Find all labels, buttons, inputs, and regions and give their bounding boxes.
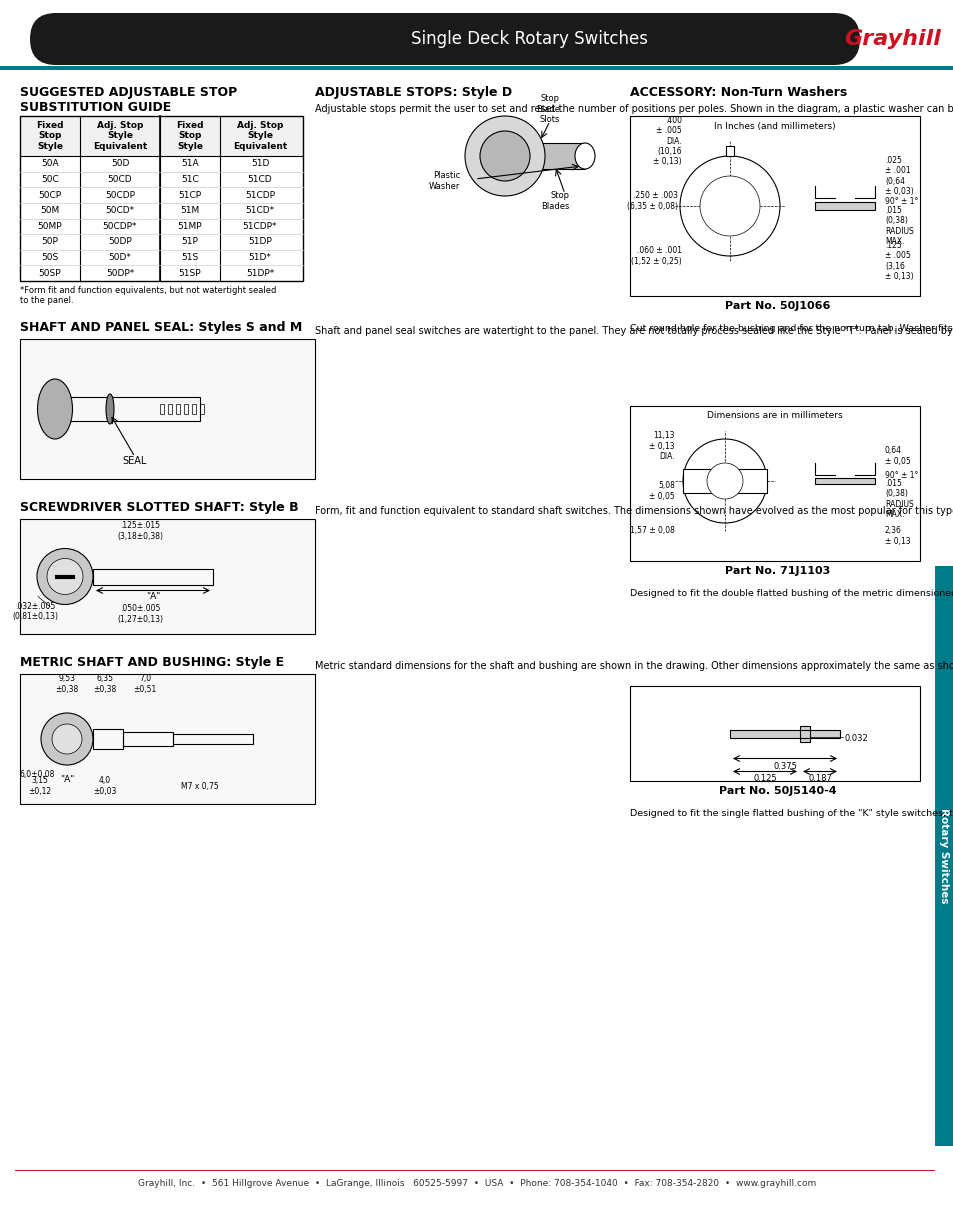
- Bar: [934, 567, 953, 1147]
- Text: METRIC SHAFT AND BUSHING: Style E: METRIC SHAFT AND BUSHING: Style E: [20, 656, 284, 669]
- Text: 51DP: 51DP: [248, 237, 272, 247]
- Bar: [814, 201, 874, 210]
- Bar: [184, 404, 188, 414]
- Bar: [20, 339, 314, 479]
- Text: Adjustable stops permit the user to set and reset the number of positions per po: Adjustable stops permit the user to set …: [314, 104, 953, 114]
- Text: 50M: 50M: [40, 206, 59, 215]
- Text: Fixed
Stop
Style: Fixed Stop Style: [176, 121, 204, 151]
- Text: 7,0
±0,51: 7,0 ±0,51: [133, 674, 156, 694]
- Bar: [192, 404, 195, 414]
- Text: 50D: 50D: [111, 159, 129, 168]
- Bar: [168, 404, 172, 414]
- Bar: [20, 519, 314, 634]
- Bar: [92, 569, 213, 585]
- Text: Designed to fit the double flatted bushing of the metric dimensioned bushing, th: Designed to fit the double flatted bushi…: [629, 589, 953, 598]
- FancyBboxPatch shape: [30, 13, 859, 65]
- Text: .060 ± .001
(1,52 ± 0,25): .060 ± .001 (1,52 ± 0,25): [631, 247, 681, 266]
- Text: Part No. 50J5140-4: Part No. 50J5140-4: [718, 786, 836, 796]
- Text: 4,0
±0,03: 4,0 ±0,03: [93, 777, 116, 796]
- Bar: [814, 477, 874, 484]
- Text: 50CDP: 50CDP: [105, 190, 135, 199]
- Text: 0.187: 0.187: [807, 774, 831, 783]
- Text: 50CDP*: 50CDP*: [103, 222, 137, 231]
- Text: 51S: 51S: [181, 253, 198, 263]
- Bar: [160, 404, 164, 414]
- Circle shape: [700, 176, 760, 236]
- Text: 0.032: 0.032: [844, 734, 868, 744]
- Text: 51CD*: 51CD*: [245, 206, 274, 215]
- Ellipse shape: [37, 379, 72, 440]
- Text: 51A: 51A: [181, 159, 198, 168]
- Text: .015
(0,38)
RADIUS
MAX.: .015 (0,38) RADIUS MAX.: [884, 206, 913, 247]
- Text: .125
± .005
(3,16
± 0,13): .125 ± .005 (3,16 ± 0,13): [884, 241, 913, 281]
- Text: 50SP: 50SP: [39, 269, 61, 277]
- Text: 51CDP*: 51CDP*: [242, 222, 277, 231]
- Bar: [123, 733, 172, 746]
- Text: 51M: 51M: [180, 206, 199, 215]
- Ellipse shape: [575, 143, 595, 168]
- Text: 50C: 50C: [41, 175, 59, 184]
- Text: 3,15
±0,12: 3,15 ±0,12: [29, 777, 51, 796]
- Bar: [20, 674, 314, 803]
- Text: SEAL: SEAL: [123, 455, 147, 466]
- Text: 51C: 51C: [181, 175, 198, 184]
- Text: 51SP: 51SP: [178, 269, 201, 277]
- Text: .050±.005
(1,27±0,13): .050±.005 (1,27±0,13): [117, 604, 163, 624]
- Circle shape: [682, 440, 766, 523]
- Text: 51CP: 51CP: [178, 190, 201, 199]
- Bar: [814, 477, 874, 484]
- Text: Dimensions are in millimeters: Dimensions are in millimeters: [706, 411, 841, 420]
- Bar: [92, 729, 123, 748]
- Text: .400
± .005
DIA.
(10,16
± 0,13): .400 ± .005 DIA. (10,16 ± 0,13): [653, 116, 681, 166]
- Text: Form, fit and function equivalent to standard shaft switches. The dimensions sho: Form, fit and function equivalent to sta…: [314, 505, 953, 516]
- Text: 9,53
±0,38: 9,53 ±0,38: [55, 674, 78, 694]
- Bar: [814, 201, 874, 210]
- Text: Part No. 71J1103: Part No. 71J1103: [724, 567, 829, 576]
- Text: ADJUSTABLE STOPS: Style D: ADJUSTABLE STOPS: Style D: [314, 85, 512, 99]
- Bar: [20, 116, 303, 281]
- Text: Fixed
Stop
Style: Fixed Stop Style: [36, 121, 64, 151]
- Text: 6,0±0,08: 6,0±0,08: [19, 769, 54, 779]
- Text: 2,36
± 0,13: 2,36 ± 0,13: [884, 526, 910, 546]
- Bar: [725, 147, 733, 156]
- Bar: [800, 725, 809, 741]
- Bar: [184, 404, 188, 414]
- Text: "A": "A": [60, 774, 74, 784]
- Bar: [92, 729, 123, 748]
- Bar: [20, 116, 303, 156]
- Text: Stop
Blade
Slots: Stop Blade Slots: [536, 94, 559, 123]
- Text: Adj. Stop
Style
Equivalent: Adj. Stop Style Equivalent: [233, 121, 287, 151]
- Text: Shaft and panel seal switches are watertight to the panel. They are not totally : Shaft and panel seal switches are watert…: [314, 326, 953, 336]
- Circle shape: [52, 724, 82, 755]
- Text: 1,57 ± 0,08: 1,57 ± 0,08: [630, 526, 675, 536]
- Text: 90° ± 1°: 90° ± 1°: [884, 471, 918, 481]
- Text: 50S: 50S: [41, 253, 58, 263]
- Circle shape: [706, 463, 742, 499]
- Text: .125±.015
(3,18±0,38): .125±.015 (3,18±0,38): [117, 521, 163, 541]
- Bar: [524, 143, 584, 168]
- Text: 90° ± 1°: 90° ± 1°: [884, 197, 918, 205]
- Text: Stop
Blades: Stop Blades: [541, 192, 569, 211]
- Circle shape: [47, 558, 83, 595]
- Bar: [160, 404, 164, 414]
- Text: 50CD*: 50CD*: [106, 206, 134, 215]
- Text: 51CD: 51CD: [248, 175, 272, 184]
- Bar: [200, 404, 204, 414]
- Text: SUGGESTED ADJUSTABLE STOP
SUBSTITUTION GUIDE: SUGGESTED ADJUSTABLE STOP SUBSTITUTION G…: [20, 85, 237, 114]
- Text: 51DP*: 51DP*: [246, 269, 274, 277]
- Bar: [168, 404, 172, 414]
- Bar: [729, 729, 840, 737]
- Text: 50CD: 50CD: [108, 175, 132, 184]
- Text: "A": "A": [146, 592, 160, 601]
- Bar: [682, 469, 766, 493]
- Circle shape: [479, 131, 530, 181]
- Circle shape: [37, 548, 92, 604]
- Text: Part No. 50J1066: Part No. 50J1066: [724, 302, 829, 311]
- Text: 50CP: 50CP: [38, 190, 62, 199]
- Text: 11,13
± 0,13
DIA.: 11,13 ± 0,13 DIA.: [649, 431, 675, 460]
- Text: .015
(0,38)
RADIUS
MAX.: .015 (0,38) RADIUS MAX.: [884, 479, 913, 519]
- Bar: [70, 397, 200, 421]
- Text: 51D: 51D: [251, 159, 269, 168]
- Text: 50D*: 50D*: [109, 253, 132, 263]
- Text: SCREWDRIVER SLOTTED SHAFT: Style B: SCREWDRIVER SLOTTED SHAFT: Style B: [20, 501, 298, 514]
